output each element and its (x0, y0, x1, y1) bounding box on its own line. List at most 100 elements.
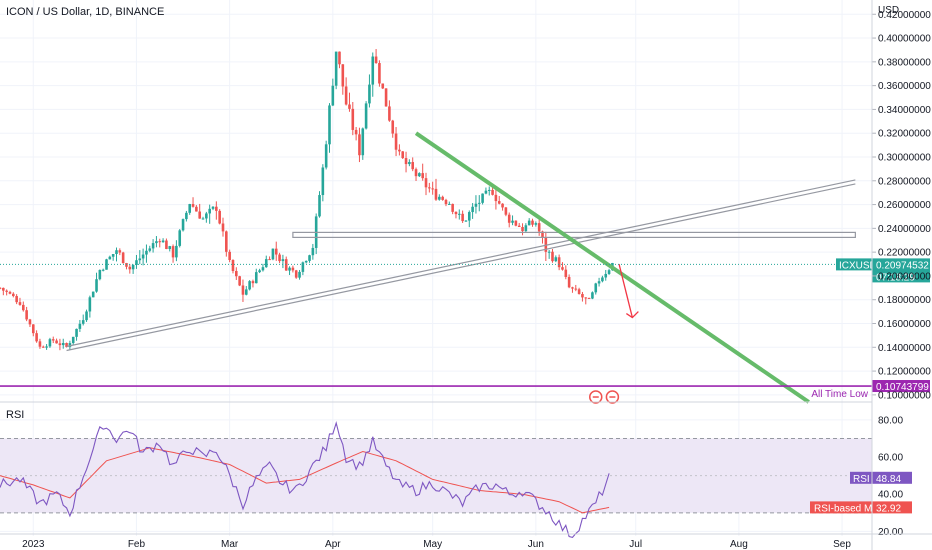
candle-body (391, 120, 395, 134)
candle-body (474, 203, 478, 207)
candle-body (497, 201, 501, 204)
candle-body (318, 195, 321, 217)
candle-body (75, 328, 78, 337)
rsi-series (0, 420, 610, 539)
ma-value-text: 32.92 (876, 503, 901, 514)
candle-body (254, 272, 258, 284)
candle-body (321, 167, 325, 196)
candle-body (225, 231, 228, 252)
horizontal-resistance-zone (292, 231, 856, 238)
candle-body (145, 250, 148, 255)
candle-body (298, 271, 301, 278)
candle-body (324, 144, 328, 168)
candle-body (401, 151, 405, 159)
candle-body (491, 189, 494, 195)
candle-body (394, 133, 398, 150)
candle-body (308, 255, 311, 261)
candle-body (444, 199, 448, 205)
ma-name-badge (810, 501, 872, 514)
candle-body (95, 279, 98, 292)
rsi-ma-series (0, 447, 610, 514)
candle-body (434, 188, 438, 200)
candle-body (334, 51, 338, 86)
candle-body (81, 320, 85, 324)
candle-body (15, 296, 18, 303)
candle-body (2, 287, 5, 291)
candle-body (601, 277, 604, 282)
candle-body (38, 341, 42, 347)
candle-body (211, 206, 215, 209)
candle-body (537, 223, 541, 232)
price-tick-label: 0.32000000 (878, 129, 931, 140)
candle-body (111, 254, 115, 257)
candle-body (215, 206, 218, 211)
current-price-badge (872, 258, 930, 283)
candle-body (331, 85, 335, 106)
candle-body (454, 211, 458, 215)
candle-body (241, 285, 245, 295)
candle-body (361, 128, 365, 156)
candle-body (138, 258, 142, 261)
countdown-text: 07:18:29 (876, 272, 915, 283)
candle-body (281, 259, 285, 262)
candle-body (151, 243, 155, 249)
candle-body (135, 260, 138, 265)
candle-body (65, 342, 68, 347)
candle-body (35, 333, 38, 342)
rsi-tick-label: 40.00 (878, 490, 903, 501)
candle-body (404, 158, 408, 165)
candle-body (344, 86, 348, 105)
candle-body (195, 206, 198, 212)
candle-body (208, 208, 211, 214)
candle-body (371, 56, 375, 85)
candle-body (168, 246, 172, 250)
candle-body (118, 250, 122, 253)
candle-body (171, 246, 175, 258)
candle-body (284, 259, 288, 271)
candle-body (418, 173, 421, 177)
candle-body (105, 259, 108, 270)
candle-body (571, 287, 574, 289)
candle-body (564, 269, 568, 277)
time-tick-label: Sep (833, 539, 851, 550)
candle-body (131, 264, 135, 270)
candle-body (587, 297, 591, 299)
candle-body (221, 223, 225, 232)
candle-body (411, 162, 415, 170)
currency-label: USD (878, 5, 899, 16)
rsi-value-text: 48.84 (876, 474, 901, 485)
candle-body (477, 202, 481, 204)
time-tick-label: Apr (325, 539, 341, 550)
candle-body (261, 267, 265, 271)
candle-body (85, 311, 88, 321)
price-tick-label: 0.10000000 (878, 390, 931, 401)
candle-body (567, 276, 571, 288)
candle-body (577, 289, 581, 295)
candle-body (185, 212, 188, 220)
price-tick-label: 0.12000000 (878, 367, 931, 378)
candle-body (424, 178, 428, 188)
candle-body (504, 207, 508, 215)
candle-body (438, 196, 441, 200)
candle-body (91, 291, 95, 298)
rsi-pane-title: RSI (6, 409, 24, 421)
candle-body (521, 227, 524, 232)
candle-body (328, 105, 331, 145)
candle-body (228, 251, 231, 260)
candle-body (398, 149, 401, 152)
candle-body (231, 259, 235, 271)
candle-body (421, 173, 424, 179)
candle-body (451, 203, 454, 212)
candle-body (108, 256, 112, 260)
candle-body (574, 288, 578, 290)
ath-price-badge (872, 380, 930, 393)
candle-body (12, 293, 15, 297)
time-tick-label: Jun (528, 539, 544, 550)
candle-body (301, 262, 305, 272)
candle-body (181, 219, 185, 231)
rsi-value-badge (872, 471, 912, 484)
candle-body (101, 269, 105, 271)
candle-body (384, 88, 388, 107)
time-tick-label: 2023 (22, 539, 45, 550)
